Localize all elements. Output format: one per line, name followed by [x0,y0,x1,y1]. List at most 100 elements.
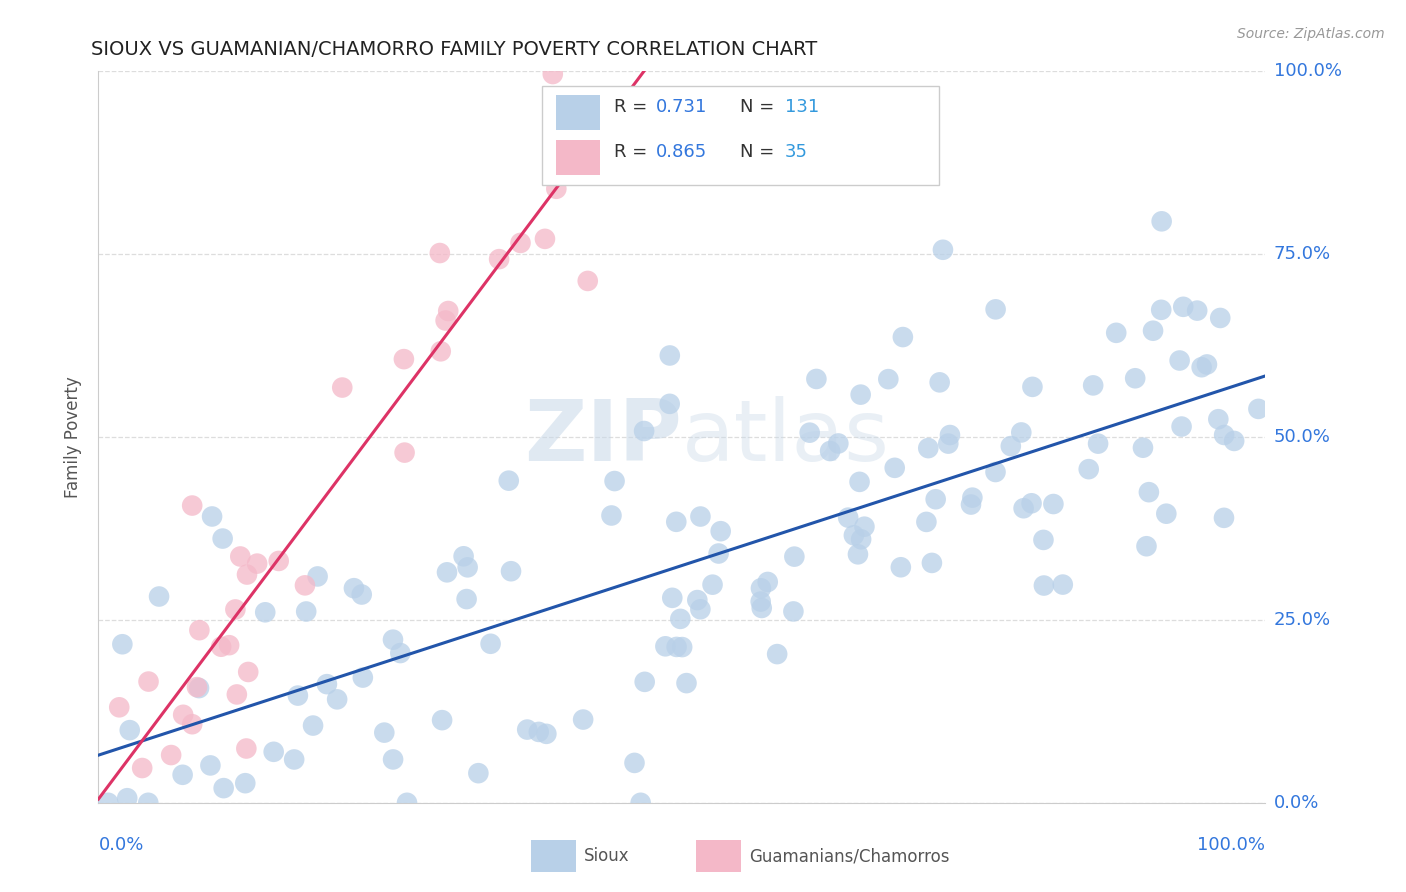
Point [389,646,412,660]
Point [294,578,316,592]
Point [603,474,626,488]
Point [751,601,773,615]
Point [534,232,557,246]
Text: 0.865: 0.865 [657,143,707,161]
Point [254,605,277,619]
Point [766,647,789,661]
Point [1135,539,1157,553]
Point [373,725,395,739]
Point [853,519,876,533]
Point [936,436,959,450]
Point [782,604,804,618]
Point [1185,303,1208,318]
Point [1150,214,1173,228]
Text: Sioux: Sioux [583,847,628,865]
Point [665,515,688,529]
Point [283,752,305,766]
Point [1123,371,1146,385]
Point [1052,577,1074,591]
Point [1170,419,1192,434]
Point [572,713,595,727]
Point [457,560,479,574]
Point [1213,511,1236,525]
Point [1021,496,1043,510]
Text: R =: R = [614,98,654,116]
Point [1010,425,1032,440]
Text: 35: 35 [785,143,807,161]
Point [756,574,779,589]
Point [188,623,211,637]
Point [891,330,914,344]
Point [233,776,256,790]
Point [669,612,692,626]
Text: 25.0%: 25.0% [1274,611,1331,629]
Point [849,533,872,547]
Text: Guamanians/Chamorros: Guamanians/Chamorros [749,847,950,865]
Point [749,594,772,608]
Point [562,152,585,166]
Point [984,465,1007,479]
Point [654,640,676,654]
Point [842,528,865,542]
Point [921,556,943,570]
Point [437,304,460,318]
Point [236,567,259,582]
Point [849,387,872,401]
Point [287,689,309,703]
Point [211,532,233,546]
Point [827,436,849,450]
Point [181,717,204,731]
Point [877,372,900,386]
Point [689,509,711,524]
Point [395,796,418,810]
Point [1213,428,1236,442]
Point [267,554,290,568]
Point [924,492,946,507]
Point [658,397,681,411]
Point [225,688,247,702]
Point [209,640,232,654]
Point [200,758,222,772]
Point [600,508,623,523]
Point [160,747,183,762]
Point [634,674,657,689]
Text: 0.0%: 0.0% [1274,794,1319,812]
Point [917,441,939,455]
Point [118,723,141,738]
Point [846,547,869,561]
Point [467,766,489,780]
Point [316,677,339,691]
Point [932,243,955,257]
Text: 100.0%: 100.0% [1198,836,1265,854]
Point [115,791,138,805]
Point [1042,497,1064,511]
Point [1209,310,1232,325]
Point [541,67,564,81]
Point [1087,436,1109,450]
Point [429,344,451,359]
Point [960,498,983,512]
Point [97,796,120,810]
Point [229,549,252,564]
Point [623,756,645,770]
Text: SIOUX VS GUAMANIAN/CHAMORRO FAMILY POVERTY CORRELATION CHART: SIOUX VS GUAMANIAN/CHAMORRO FAMILY POVER… [91,40,818,59]
Point [658,349,681,363]
Text: Source: ZipAtlas.com: Source: ZipAtlas.com [1237,27,1385,41]
Point [837,510,859,524]
Point [630,796,652,810]
Point [224,602,246,616]
Text: ZIP: ZIP [524,395,682,479]
Point [984,302,1007,317]
Point [235,741,257,756]
Point [675,676,697,690]
Point [453,549,475,564]
Point [246,557,269,571]
Point [326,692,349,706]
Text: N =: N = [741,98,780,116]
Point [343,581,366,595]
Point [1208,412,1230,426]
Point [498,474,520,488]
Point [710,524,733,539]
Text: 0.0%: 0.0% [98,836,143,854]
Point [430,713,453,727]
